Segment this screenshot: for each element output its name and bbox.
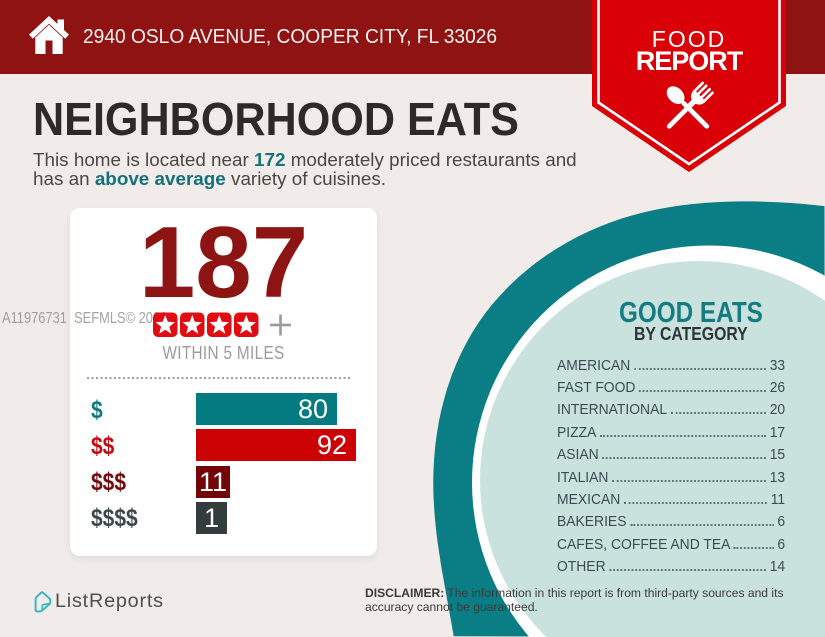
svg-text:FOOD: FOOD	[652, 26, 726, 52]
svg-text:REPORT: REPORT	[636, 46, 744, 76]
